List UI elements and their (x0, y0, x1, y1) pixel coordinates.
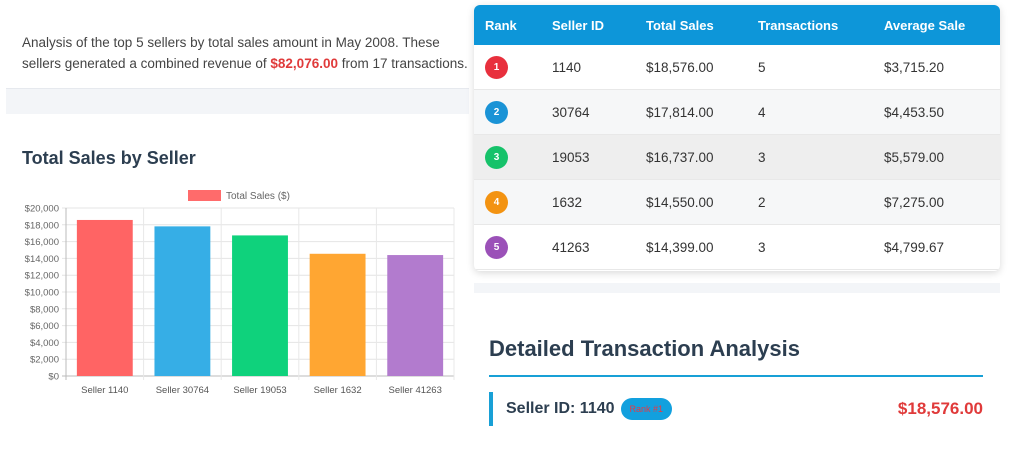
combined-revenue: $82,076.00 (270, 56, 338, 71)
bar[interactable] (232, 235, 288, 376)
table-row[interactable]: 2 30764 $17,814.00 4 $4,453.50 (474, 90, 1000, 135)
detail-section-title: Detailed Transaction Analysis (489, 336, 800, 361)
rank-badge: 3 (485, 145, 508, 169)
average-sale-cell: $4,799.67 (884, 239, 945, 255)
total-sales-cell: $17,814.00 (646, 104, 714, 120)
average-sale-cell: $4,453.50 (884, 104, 945, 120)
chart-bars (76, 219, 444, 376)
header-rank[interactable]: Rank (485, 17, 517, 33)
legend-swatch (188, 190, 221, 201)
table-row[interactable]: 5 41263 $14,399.00 3 $4,799.67 (474, 225, 1000, 270)
table-row[interactable]: 3 19053 $16,737.00 3 $5,579.00 (474, 135, 1000, 180)
seller-id-cell: 1632 (552, 194, 583, 210)
total-sales-cell: $16,737.00 (646, 149, 714, 165)
x-axis-ticks: Seller 1140 Seller 30764 Seller 19053 Selle… (81, 385, 442, 396)
total-sales-cell: $14,550.00 (646, 194, 714, 210)
x-tick-label: Seller 19053 (233, 385, 286, 396)
y-tick-label: $6,000 (30, 321, 59, 332)
rank-badge: 1 (485, 55, 508, 79)
header-seller-id[interactable]: Seller ID (552, 17, 605, 33)
summary-text-before: Analysis of the top 5 sellers by total s… (22, 35, 440, 71)
total-sales-cell: $14,399.00 (646, 239, 714, 255)
y-tick-label: $12,000 (25, 271, 59, 282)
table-header: Rank Seller ID Total Sales Transactions … (474, 5, 1000, 45)
x-tick-label: Seller 1140 (81, 385, 128, 396)
average-sale-cell: $5,579.00 (884, 149, 945, 165)
x-tick-label: Seller 30764 (156, 385, 209, 396)
y-axis-ticks: $0 $2,000 $4,000 $6,000 $8,000 $10,000 $12,000… (25, 204, 59, 383)
analysis-summary: Analysis of the top 5 sellers by total s… (22, 32, 472, 74)
y-tick-label: $18,000 (25, 220, 59, 231)
transactions-cell: 2 (758, 194, 766, 210)
x-tick-label: Seller 1632 (314, 385, 362, 396)
seller-detail-label: Seller ID: 1140 (506, 400, 615, 417)
y-tick-label: $8,000 (30, 304, 59, 315)
rank-badge: 5 (485, 235, 508, 259)
seller-id-cell: 30764 (552, 104, 590, 120)
y-tick-label: $2,000 (30, 355, 59, 366)
header-average-sale[interactable]: Average Sale (884, 17, 966, 33)
section-divider (6, 88, 469, 114)
chart-legend[interactable]: Total Sales ($) (188, 190, 290, 202)
legend-label: Total Sales ($) (226, 191, 290, 202)
section-divider (474, 283, 1000, 293)
transactions-cell: 3 (758, 149, 766, 165)
transactions-cell: 3 (758, 239, 766, 255)
transactions-cell: 5 (758, 59, 766, 75)
table-row[interactable]: 1 1140 $18,576.00 5 $3,715.20 (474, 45, 1000, 90)
seller-id-cell: 1140 (552, 59, 582, 75)
y-tick-label: $14,000 (25, 254, 59, 265)
y-tick-label: $16,000 (25, 237, 59, 248)
bar[interactable] (76, 219, 133, 376)
rank-pill-badge: Rank #1 (620, 398, 673, 420)
header-total-sales[interactable]: Total Sales (646, 17, 714, 33)
total-sales-cell: $18,576.00 (646, 59, 714, 75)
seller-detail-total: $18,576.00 (897, 399, 983, 418)
summary-text-after: from 17 transactions. (337, 56, 468, 71)
y-tick-label: $4,000 (30, 338, 59, 349)
average-sale-cell: $7,275.00 (884, 194, 945, 210)
top-sellers-table: Rank Seller ID Total Sales Transactions … (474, 5, 1000, 271)
transactions-cell: 4 (758, 104, 766, 120)
chart-title: Total Sales by Seller (22, 148, 196, 168)
sales-bar-chart: Total Sales ($) $0 $2,000 $4,000 $6,000 $8,0… (25, 190, 455, 396)
title-underline (489, 375, 983, 377)
x-tick-label: Seller 41263 (389, 385, 442, 396)
header-transactions[interactable]: Transactions (758, 17, 839, 33)
bar[interactable] (387, 255, 444, 376)
rank-badge: 2 (485, 100, 508, 124)
seller-id-cell: 41263 (552, 239, 590, 255)
bar[interactable] (154, 226, 211, 376)
seller-id-cell: 19053 (552, 149, 590, 165)
seller-detail-card[interactable]: Seller ID: 1140 Rank #1 $18,576.00 (489, 392, 983, 426)
rank-badge: 4 (485, 190, 508, 214)
table-row[interactable]: 4 1632 $14,550.00 2 $7,275.00 (474, 180, 1000, 225)
y-tick-label: $10,000 (25, 288, 59, 299)
bar[interactable] (309, 253, 366, 376)
y-tick-label: $0 (48, 372, 59, 383)
average-sale-cell: $3,715.20 (884, 59, 945, 75)
y-tick-label: $20,000 (25, 204, 59, 215)
